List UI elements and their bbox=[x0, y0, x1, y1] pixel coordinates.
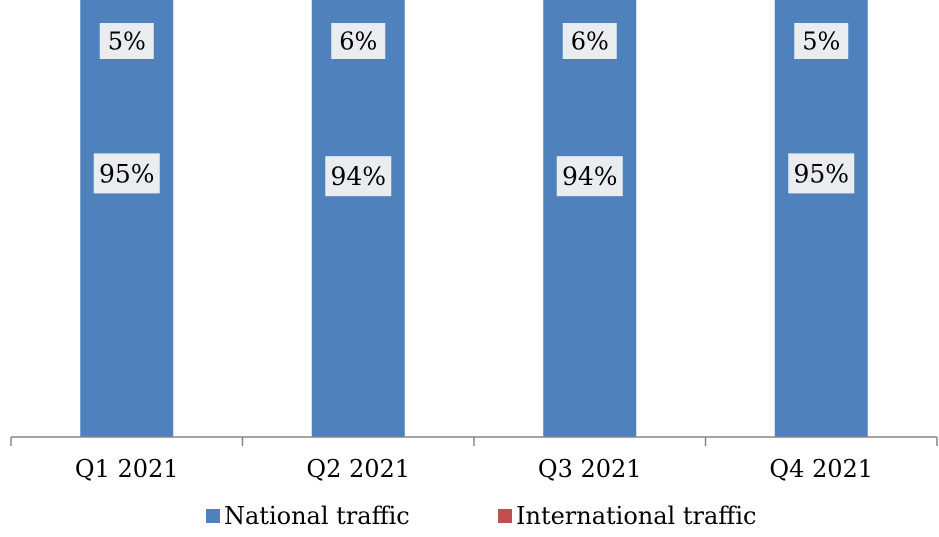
legend-label-international-traffic: International traffic bbox=[516, 502, 756, 530]
data-label-box bbox=[99, 23, 154, 59]
data-label-box bbox=[562, 23, 617, 59]
data-label-international-traffic-2: 6% bbox=[339, 28, 377, 56]
x-tick-label-2: Q2 2021 bbox=[306, 455, 410, 483]
data-labels-layer: 95% 5% 94% 6% 94% 6% 95% 5% bbox=[93, 23, 855, 197]
bar-national-traffic-q4-2021 bbox=[774, 0, 868, 437]
data-label-national-traffic-2: 94% bbox=[330, 162, 386, 191]
x-tick-label-4: Q4 2021 bbox=[769, 455, 873, 483]
data-label-international-traffic-1: 5% bbox=[108, 28, 146, 56]
x-axis: Q1 2021 Q2 2021 Q3 2021 Q4 2021 bbox=[10, 436, 938, 483]
legend-label-national-traffic: National traffic bbox=[224, 502, 410, 530]
bar-national-traffic-q3-2021 bbox=[543, 0, 637, 438]
data-label-box bbox=[325, 156, 392, 197]
bars-layer bbox=[80, 0, 868, 438]
data-label-box bbox=[331, 23, 386, 59]
data-label-box bbox=[794, 23, 849, 59]
data-label-national-traffic-3: 94% bbox=[562, 162, 618, 191]
x-tick-label-1: Q1 2021 bbox=[75, 455, 179, 483]
data-label-international-traffic-3: 6% bbox=[571, 28, 609, 56]
x-tick-label-3: Q3 2021 bbox=[538, 455, 642, 483]
legend: National traffic International traffic bbox=[206, 502, 756, 530]
bar-national-traffic-q1-2021 bbox=[80, 0, 174, 437]
data-label-national-traffic-4: 95% bbox=[793, 159, 849, 188]
bar-national-traffic-q2-2021 bbox=[311, 0, 405, 438]
data-label-box bbox=[93, 153, 160, 194]
data-label-national-traffic-1: 95% bbox=[99, 159, 155, 188]
legend-swatch-international-traffic bbox=[498, 509, 512, 523]
data-label-box bbox=[788, 153, 855, 194]
data-label-box bbox=[556, 156, 623, 197]
data-label-international-traffic-4: 5% bbox=[802, 28, 840, 56]
legend-swatch-national-traffic bbox=[206, 509, 220, 523]
